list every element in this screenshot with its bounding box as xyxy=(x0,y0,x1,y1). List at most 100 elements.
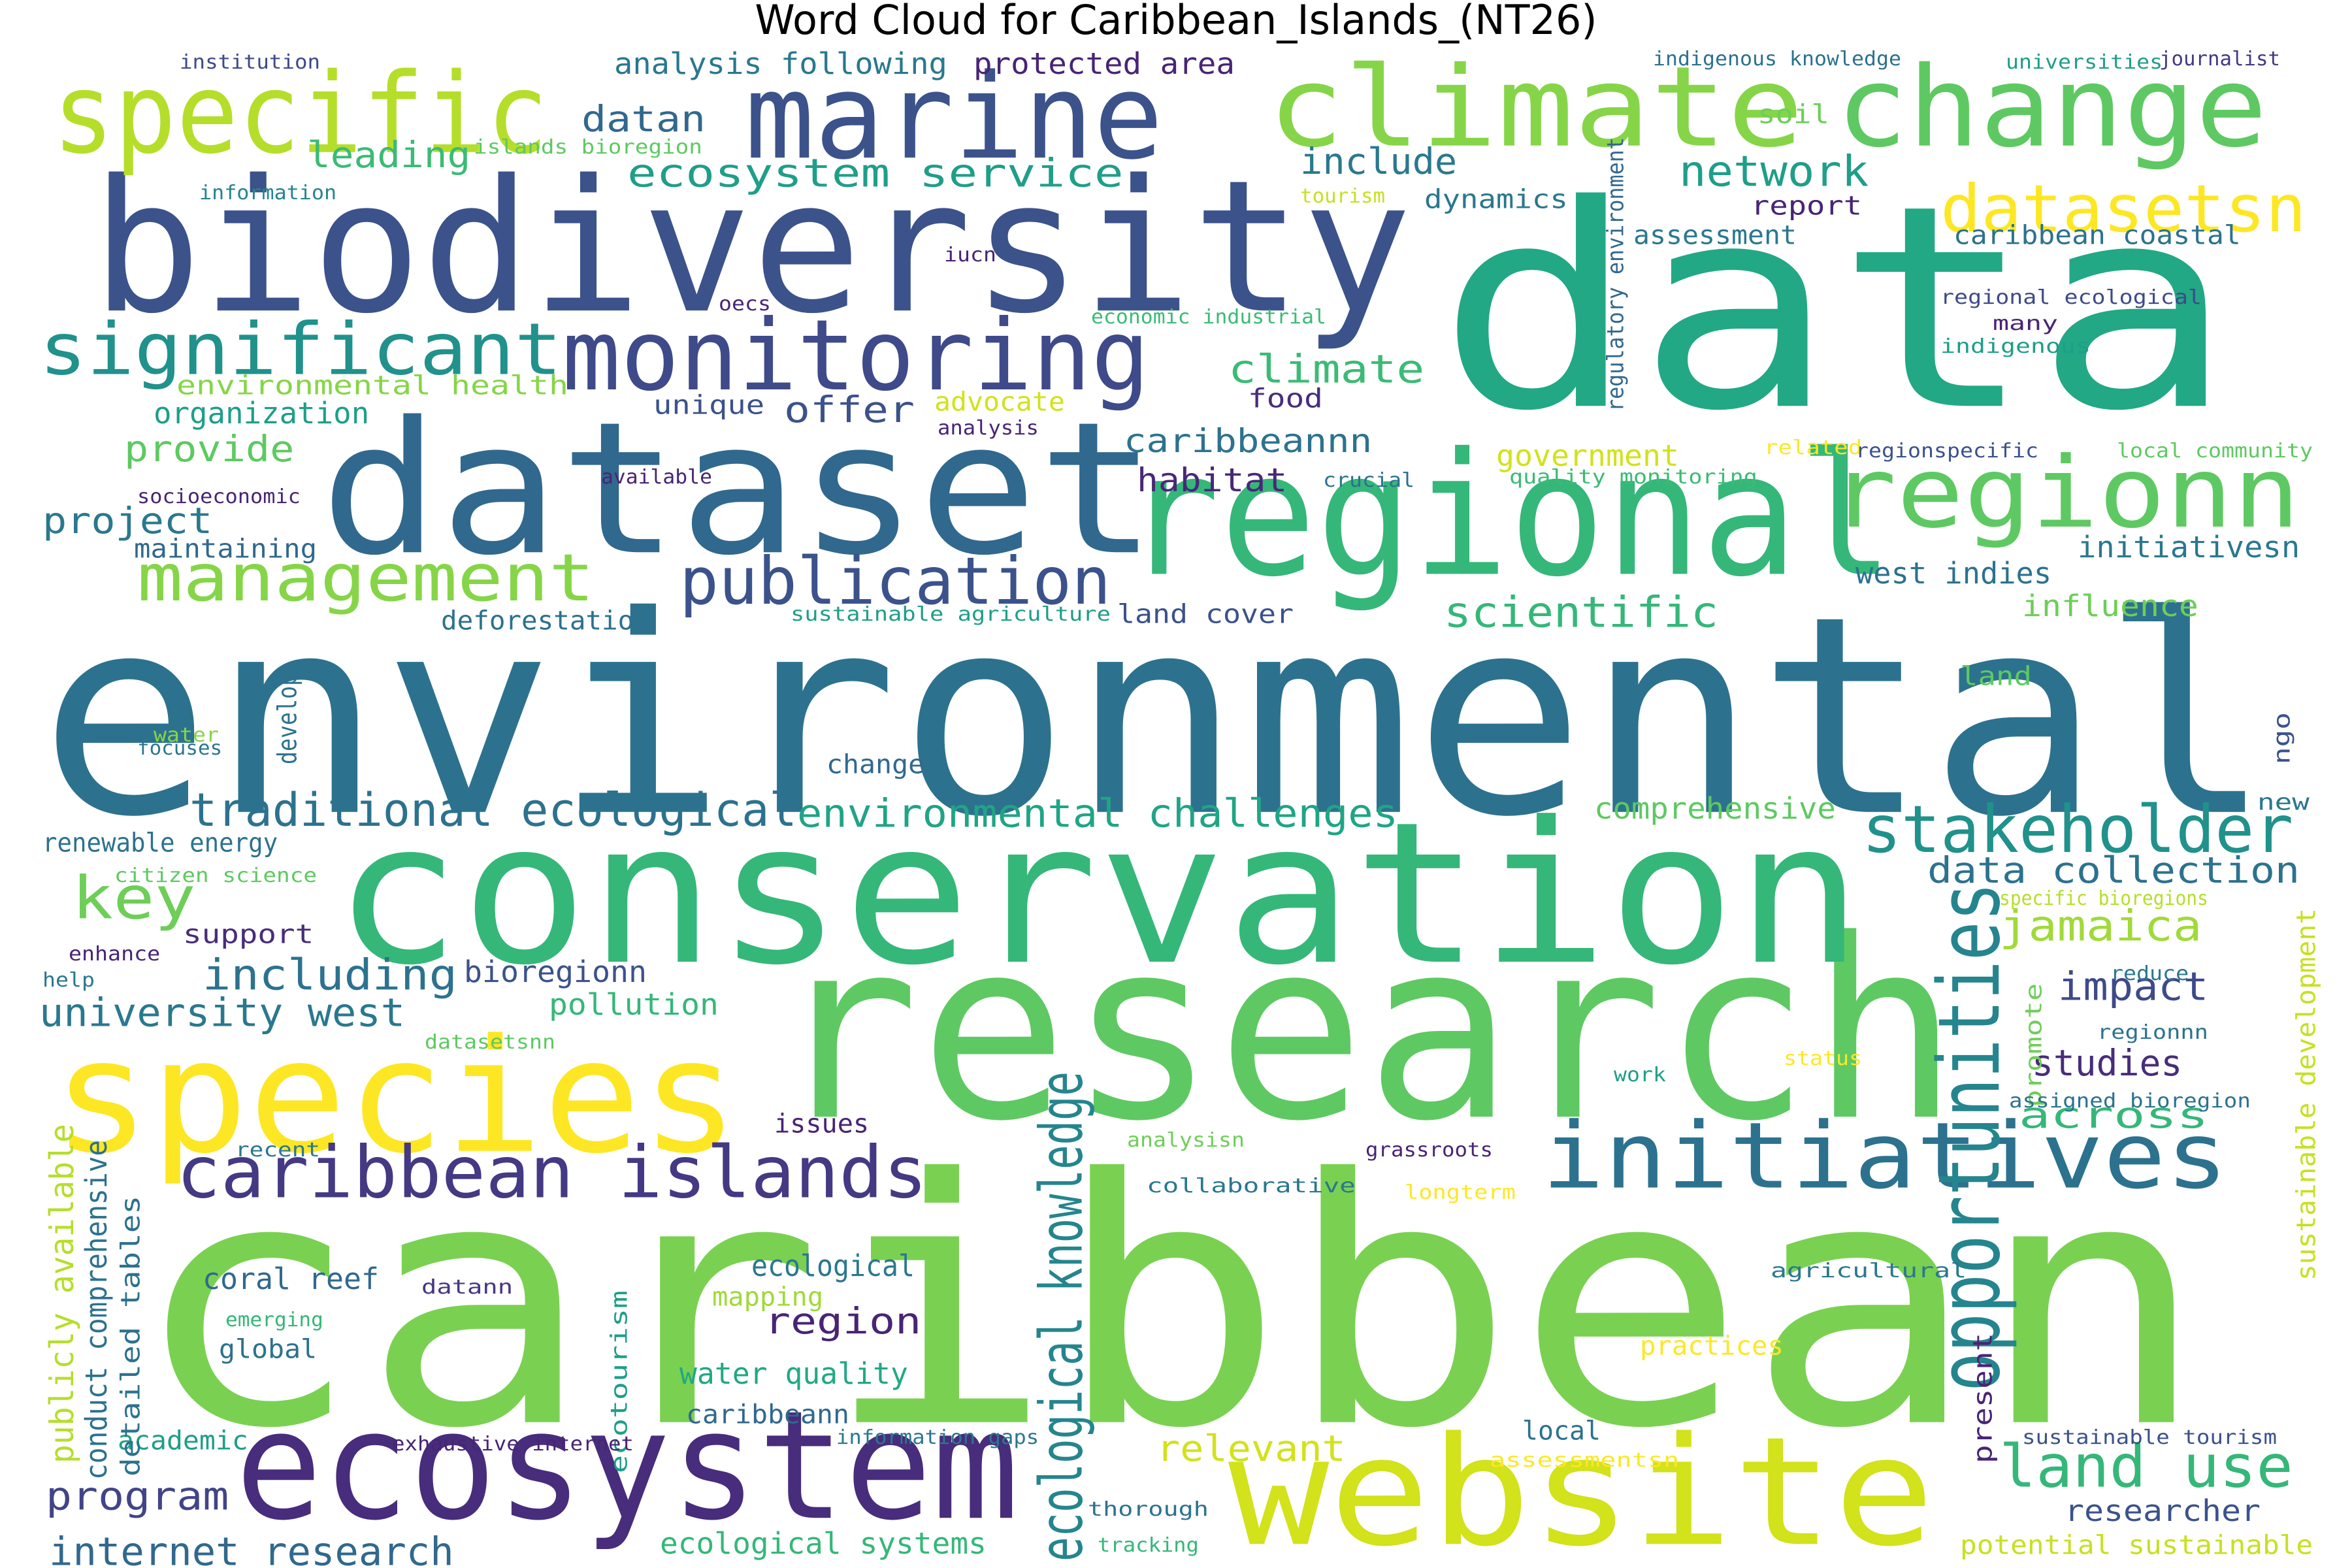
word-deforestation: deforestation xyxy=(441,605,650,636)
word-regional: regional xyxy=(1124,416,1895,615)
word-analysisn: analysisn xyxy=(1127,1128,1245,1152)
word-water-quality: water quality xyxy=(679,1356,908,1391)
word-initiatives: initiatives xyxy=(1542,1102,2229,1210)
word-islands-bioregion: islands bioregion xyxy=(474,135,702,159)
word-socioeconomic: socioeconomic xyxy=(137,485,301,508)
word-food: food xyxy=(1248,383,1323,414)
word-ngo: ngo xyxy=(2268,712,2295,764)
word-regionnn: regionnn xyxy=(2097,1021,2208,1044)
word-advocate: advocate xyxy=(934,386,1065,417)
word-work: work xyxy=(1614,1063,1666,1086)
word-report: report xyxy=(1751,190,1863,221)
word-key: key xyxy=(72,863,196,933)
word-government: government xyxy=(1496,438,1680,473)
word-thorough: thorough xyxy=(1088,1497,1209,1521)
word-caribbean-coastal: caribbean coastal xyxy=(1953,220,2241,251)
word-practices: practices xyxy=(1640,1330,1784,1362)
word-data-collection: data collection xyxy=(1927,849,2300,892)
word-scientific: scientific xyxy=(1444,587,1719,638)
word-publication: publication xyxy=(679,543,1111,619)
word-maintaining: maintaining xyxy=(134,533,318,564)
word-land: land xyxy=(1960,661,2032,692)
word-organization: organization xyxy=(154,395,370,431)
word-university-west: university west xyxy=(39,989,406,1036)
word-environmental-health: environmental health xyxy=(176,370,569,401)
word-studies: studies xyxy=(2032,1042,2183,1085)
word-regionn: regionn xyxy=(1829,435,2300,550)
word-universities: universities xyxy=(2006,50,2163,74)
word-monitoring: monitoring xyxy=(562,298,1151,413)
word-dynamics: dynamics xyxy=(1424,184,1568,215)
word-soil: soil xyxy=(1757,99,1829,130)
word-assessmentsn: assessmentsn xyxy=(1490,1448,1680,1472)
word-agricultural: agricultural xyxy=(1771,1259,1967,1282)
word-provide: provide xyxy=(124,428,295,470)
word-offer: offer xyxy=(784,389,915,431)
word-water: water xyxy=(154,723,220,747)
word-ecosystem-service: ecosystem service xyxy=(627,150,1124,196)
word-datasetsnn: datasetsnn xyxy=(425,1030,556,1054)
word-project: project xyxy=(42,500,213,542)
word-tracking: tracking xyxy=(1098,1533,1199,1557)
word-help: help xyxy=(42,968,95,992)
word-information: information xyxy=(199,181,337,204)
word-climate: climate xyxy=(1228,346,1425,392)
word-internet-research: internet research xyxy=(49,1528,454,1568)
word-pollution: pollution xyxy=(549,987,719,1022)
word-support: support xyxy=(183,919,314,950)
word-including: including xyxy=(203,950,457,1000)
word-data: data xyxy=(1437,144,2234,474)
word-mapping: mapping xyxy=(712,1281,824,1313)
word-citizen-science: citizen science xyxy=(114,864,318,887)
word-detailed-tables: detailed tables xyxy=(115,1195,146,1477)
word-change: change xyxy=(826,749,925,780)
word-iucn: iucn xyxy=(944,243,996,267)
word-caribbeannn: caribbeannn xyxy=(1124,421,1373,460)
word-opportunities: opportunities xyxy=(1919,882,2019,1392)
word-crucial: crucial xyxy=(1323,468,1415,492)
word-specific-bioregions: specific bioregions xyxy=(1999,887,2208,910)
word-academic: academic xyxy=(118,1425,248,1456)
word-jamaica: jamaica xyxy=(1999,901,2202,951)
word-conduct-comprehensive: conduct comprehensive xyxy=(78,1139,114,1480)
word-analysis: analysis xyxy=(938,416,1039,440)
word-protected-area: protected area xyxy=(973,46,1235,81)
word-research: research xyxy=(771,885,1959,1177)
word-program: program xyxy=(46,1473,229,1519)
word-caribbean-islands: caribbean islands xyxy=(176,1130,928,1215)
word-indigenous-knowledge: indigenous knowledge xyxy=(1653,47,1902,71)
word-management: management xyxy=(137,540,595,616)
word-journalist: journalist xyxy=(2159,47,2281,71)
word-researcher: researcher xyxy=(2065,1493,2261,1528)
page-title: Word Cloud for Caribbean_Islands_(NT26) xyxy=(755,0,1597,44)
word-related: related xyxy=(1764,436,1863,459)
word-across: across xyxy=(2019,1094,2209,1137)
word-quality-monitoring: quality monitoring xyxy=(1509,465,1757,489)
word-exhaustive-internet: exhaustive internet xyxy=(392,1432,634,1456)
word-caribbeann: caribbeann xyxy=(686,1399,850,1430)
word-caribbean: caribbean xyxy=(131,1106,2208,1504)
word-datann: datann xyxy=(421,1275,514,1299)
word-sustainable-tourism: sustainable tourism xyxy=(2022,1426,2277,1449)
word-available: available xyxy=(601,465,712,489)
word-local-community: local community xyxy=(2117,439,2313,463)
word-focuses: focuses xyxy=(137,736,223,760)
word-relevant: relevant xyxy=(1156,1428,1346,1470)
word-emerging: emerging xyxy=(225,1308,323,1331)
word-traditional-ecological: traditional ecological xyxy=(189,783,797,837)
word-grassroots: grassroots xyxy=(1365,1138,1494,1162)
word-include: include xyxy=(1300,140,1458,183)
word-climate: climate xyxy=(1267,42,1804,172)
word-renewable-energy: renewable energy xyxy=(42,827,278,858)
word-specific: specific xyxy=(52,48,549,179)
word-present: present xyxy=(1967,1332,1999,1463)
word-regional-ecological: regional ecological xyxy=(1940,286,2202,309)
word-ecological-knowledge: ecological knowledge xyxy=(1026,1071,1096,1561)
word-oecs: oecs xyxy=(719,292,771,316)
word-coral-reef: coral reef xyxy=(203,1261,380,1296)
word-potential-sustainable: potential sustainable xyxy=(1960,1529,2313,1561)
word-environmental: environmental xyxy=(39,557,2273,878)
word-develop: develop xyxy=(272,672,303,764)
word-marine: marine xyxy=(745,48,1164,186)
